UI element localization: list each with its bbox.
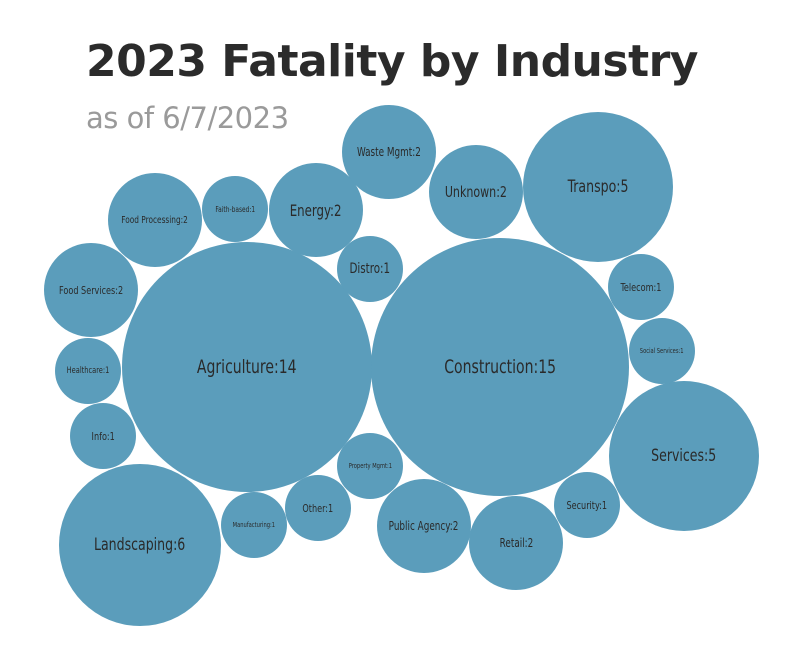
bubble-public-agency: Public Agency:2 — [377, 479, 471, 573]
bubble-food-services: Food Services:2 — [44, 243, 138, 337]
bubble-property-mgmt: Property Mgmt:1 — [337, 433, 403, 499]
bubble-unknown: Unknown:2 — [429, 145, 523, 239]
bubble-label: Energy:2 — [290, 200, 342, 220]
bubble-label: Services:5 — [651, 446, 717, 466]
bubble-label: Security:1 — [566, 498, 608, 512]
bubble-label: Telecom:1 — [620, 280, 662, 294]
bubble-energy: Energy:2 — [269, 163, 363, 257]
bubble-label: Distro:1 — [349, 261, 391, 277]
bubble-label: Property Mgmt:1 — [348, 462, 392, 470]
bubble-label: Landscaping:6 — [94, 535, 186, 555]
bubble-agriculture: Agriculture:14 — [122, 242, 372, 492]
bubble-label: Food Services:2 — [58, 283, 124, 297]
bubble-services: Services:5 — [609, 381, 759, 531]
bubble-distro: Distro:1 — [337, 236, 403, 302]
bubble-food-processing: Food Processing:2 — [108, 173, 202, 267]
bubble-label: Faith-based:1 — [215, 204, 255, 214]
bubble-label: Agriculture:14 — [197, 356, 297, 378]
bubble-retail: Retail:2 — [469, 496, 563, 590]
bubble-other: Other:1 — [285, 475, 351, 541]
chart-title: 2023 Fatality by Industry — [86, 36, 699, 87]
bubble-label: Manufacturing:1 — [232, 521, 276, 529]
chart-subtitle: as of 6/7/2023 — [86, 101, 289, 135]
bubble-label: Social Services:1 — [640, 347, 684, 355]
bubble-label: Unknown:2 — [444, 183, 508, 201]
bubble-waste-mgmt: Waste Mgmt:2 — [342, 105, 436, 199]
bubble-faith-based: Faith-based:1 — [202, 176, 268, 242]
bubble-transpo: Transpo:5 — [523, 112, 673, 262]
bubble-label: Retail:2 — [499, 536, 533, 550]
bubble-manufacturing: Manufacturing:1 — [221, 492, 287, 558]
bubble-construction: Construction:15 — [371, 238, 629, 496]
bubble-label: Waste Mgmt:2 — [357, 145, 421, 159]
bubble-label: Construction:15 — [444, 356, 556, 378]
bubble-telecom: Telecom:1 — [608, 254, 674, 320]
bubble-healthcare: Healthcare:1 — [55, 338, 121, 404]
bubble-label: Info:1 — [91, 429, 115, 443]
bubble-landscaping: Landscaping:6 — [59, 464, 221, 626]
bubble-label: Public Agency:2 — [389, 519, 459, 533]
bubble-security: Security:1 — [554, 472, 620, 538]
bubble-label: Other:1 — [302, 501, 334, 515]
bubble-label: Food Processing:2 — [121, 214, 189, 226]
bubble-social-services: Social Services:1 — [629, 318, 695, 384]
bubble-label: Transpo:5 — [567, 177, 629, 197]
bubble-info: Info:1 — [70, 403, 136, 469]
bubble-label: Healthcare:1 — [66, 366, 110, 376]
